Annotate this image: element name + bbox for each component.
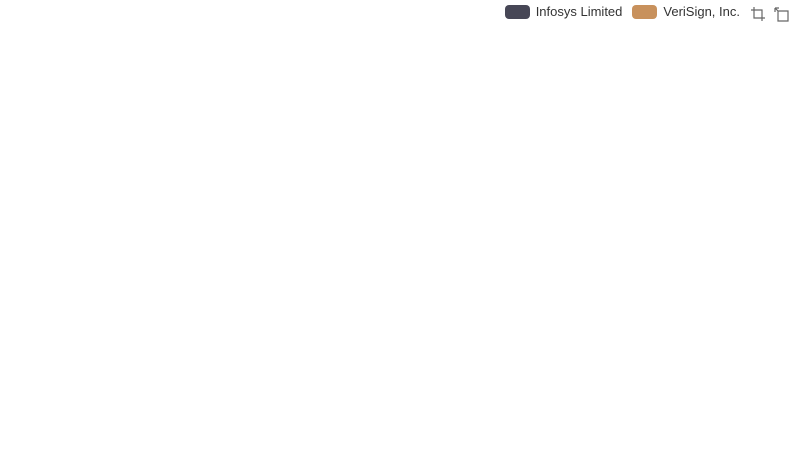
chart-toolbar (750, 6, 790, 22)
grid-lines (107, 59, 781, 319)
slider-handle-left[interactable] (107, 411, 116, 433)
bar-verisign-2018[interactable] (412, 218, 436, 318)
legend-swatch-infosys (504, 4, 530, 19)
y-tick-label: 90M (77, 156, 100, 170)
bar-infosys-2017[interactable] (317, 118, 341, 318)
bar-infosys-2015[interactable] (183, 130, 207, 318)
legend: Infosys Limited VeriSign, Inc. (504, 4, 740, 19)
bar-infosys-2014[interactable] (115, 128, 139, 318)
y-tick-label: 120M (70, 105, 100, 119)
legend-label-infosys: Infosys Limited (535, 4, 623, 19)
y-axis-ticks: 0 30M 60M 90M 120M 150M (70, 53, 108, 325)
y-tick-label: 150M (70, 53, 100, 67)
zoom-icon[interactable] (750, 6, 766, 22)
bars (115, 85, 773, 319)
x-tick-label: 2017 (330, 322, 357, 336)
bar-verisign-2020[interactable] (547, 189, 571, 318)
bar-verisign-2023[interactable] (749, 161, 773, 318)
bar-infosys-2018[interactable] (385, 128, 409, 318)
bar-infosys-2023[interactable] (722, 85, 746, 318)
x-axis-ticks: 2015 2017 2019 2021 2023 (107, 317, 781, 336)
y-tick-label: 30M (77, 259, 100, 273)
bar-verisign-2017[interactable] (344, 226, 368, 318)
bar-verisign-2021[interactable] (614, 178, 638, 318)
bar-verisign-2014[interactable] (142, 201, 166, 318)
bar-verisign-2015[interactable] (210, 207, 234, 318)
x-tick-label: 2023 (734, 322, 761, 336)
y-axis-label: R&D Expenses (48, 149, 62, 230)
legend-swatch-verisign (632, 4, 658, 19)
bar-verisign-2022[interactable] (681, 170, 705, 318)
legend-item-infosys[interactable]: Infosys Limited (504, 4, 623, 19)
legend-label-verisign: VeriSign, Inc. (663, 4, 740, 19)
bar-infosys-2016[interactable] (250, 115, 274, 318)
bar-infosys-2022[interactable] (654, 94, 678, 319)
y-tick-label: 0 (93, 311, 100, 325)
slider-preview-area (110, 409, 782, 437)
watermark-logo (344, 168, 445, 286)
restore-icon[interactable] (774, 6, 790, 22)
bar-verisign-2019[interactable] (479, 213, 503, 318)
bar-infosys-2019[interactable] (452, 116, 476, 318)
x-tick-label: 2015 (195, 322, 222, 336)
y-tick-label: 60M (77, 208, 100, 222)
x-axis-label: Year (432, 363, 456, 377)
x-tick-label: 2021 (599, 322, 626, 336)
x-tick-label: 2019 (464, 322, 491, 336)
legend-item-verisign[interactable]: VeriSign, Inc. (632, 4, 740, 19)
zoom-slider[interactable] (107, 401, 785, 438)
bar-verisign-2016[interactable] (277, 216, 301, 318)
bar-infosys-2020[interactable] (520, 99, 544, 318)
slider-handle-right[interactable] (776, 411, 785, 433)
bar-infosys-2021[interactable] (587, 195, 611, 318)
